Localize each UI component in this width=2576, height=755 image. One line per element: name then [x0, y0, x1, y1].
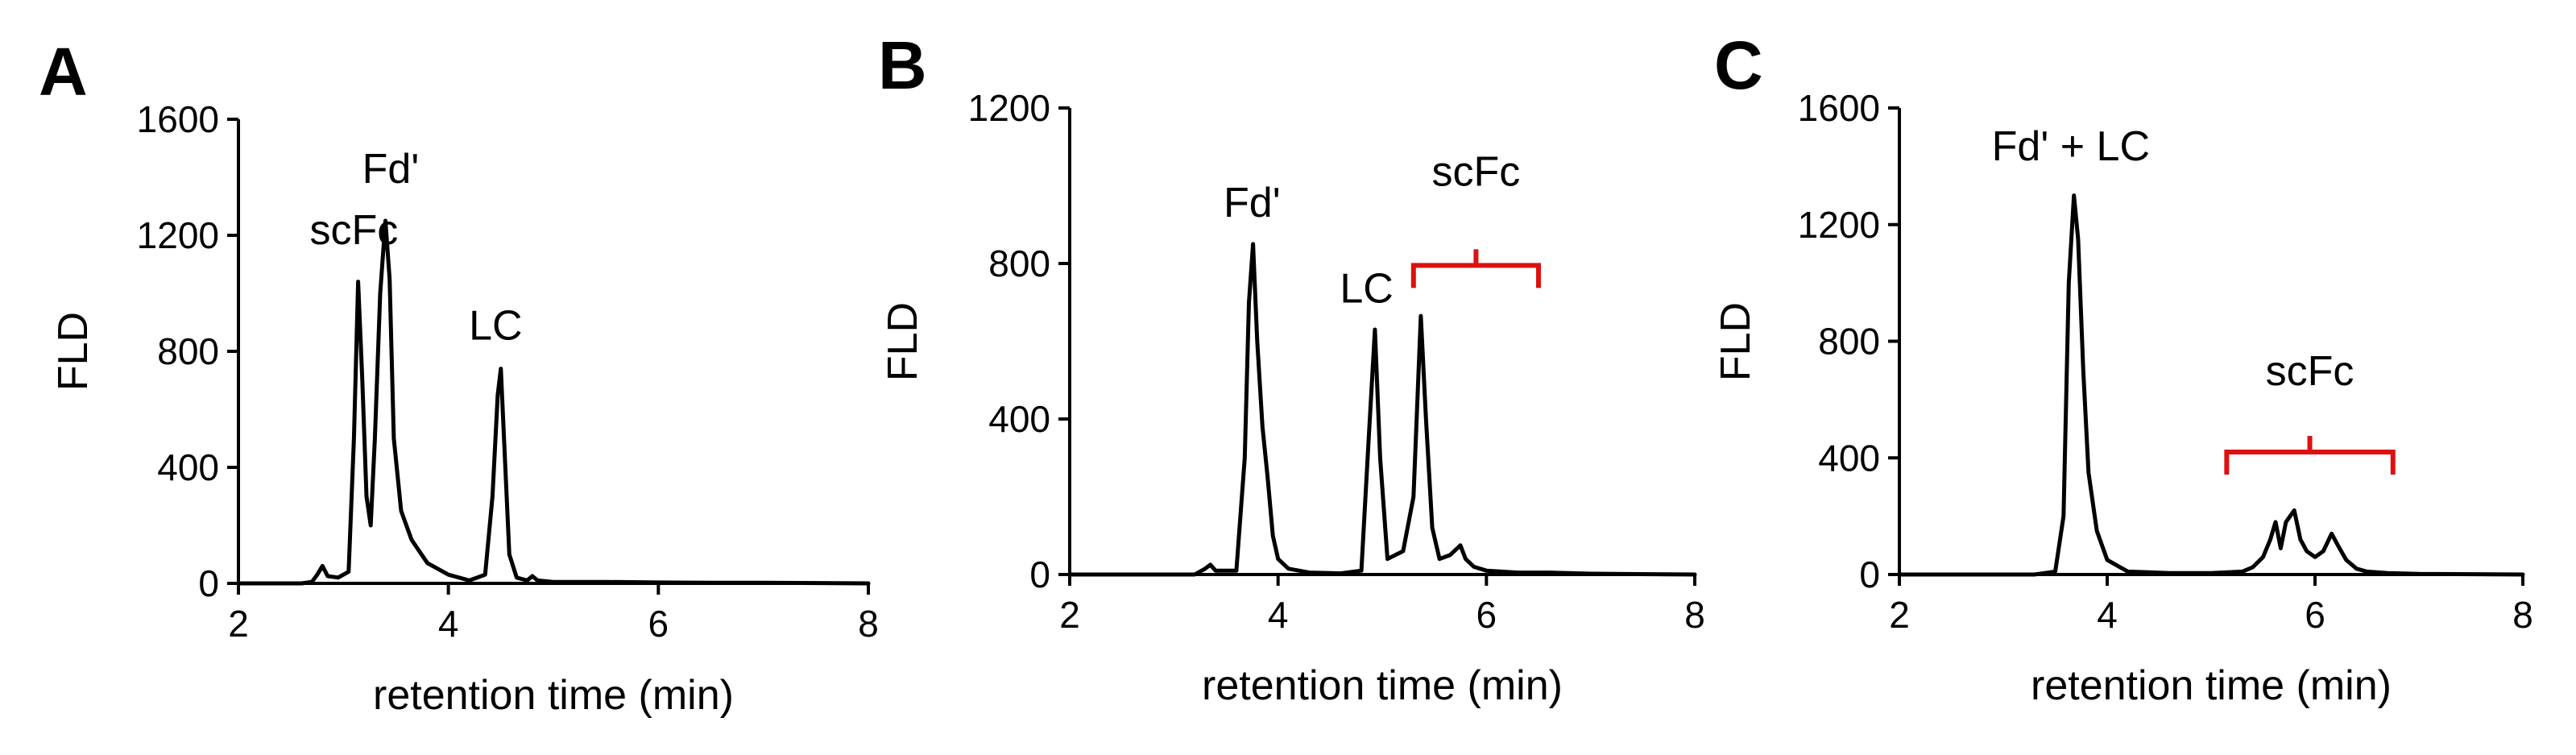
x-tick-label: 8 — [858, 603, 879, 645]
panel-a: A FLD retention time (min) 2 4 6 8 0 400 800 12… — [39, 34, 879, 719]
peak-label: Fd' — [362, 146, 420, 193]
y-tick-label: 0 — [1029, 554, 1050, 595]
peak-label: scFc — [309, 207, 398, 254]
x-tick-label: 2 — [228, 603, 249, 645]
peak-label: Fd' + LC — [1992, 123, 2150, 170]
y-axis-label: FLD — [50, 312, 97, 391]
y-tick-label: 1200 — [1798, 204, 1880, 246]
peak-label: scFc — [1432, 149, 1521, 196]
x-tick-label: 6 — [648, 603, 669, 645]
x-tick-label: 4 — [1268, 594, 1289, 636]
y-tick-label: 400 — [988, 398, 1050, 440]
y-tick-label: 800 — [988, 243, 1050, 284]
x-tick-label: 4 — [438, 603, 459, 645]
y-tick-label: 800 — [1818, 321, 1880, 363]
peak-label: LC — [469, 303, 522, 350]
x-axis-label: retention time (min) — [1202, 662, 1563, 709]
x-axis-label: retention time (min) — [373, 672, 734, 719]
x-tick-label: 8 — [1684, 594, 1705, 636]
panel-c: C FLD retention time (min) 2 4 6 8 0 400 800 12… — [1713, 27, 2533, 709]
y-tick-label: 1600 — [1798, 87, 1880, 129]
chromatogram-trace — [1067, 242, 1697, 577]
x-axis-label: retention time (min) — [2031, 662, 2392, 709]
peak-group-bracket — [1410, 249, 1541, 288]
panel-b: B FLD retention time (min) 2 4 6 8 0 400 800 12… — [878, 27, 1705, 709]
y-tick-label: 800 — [157, 330, 219, 372]
peak-label: LC — [1340, 265, 1393, 312]
y-tick-label: 400 — [157, 446, 219, 488]
panel-letter-a: A — [39, 34, 88, 110]
y-tick-label: 400 — [1818, 437, 1880, 479]
peak-group-bracket — [2224, 436, 2396, 475]
x-tick-label: 4 — [2097, 594, 2118, 636]
y-tick-label: 1600 — [137, 98, 219, 140]
x-tick-label: 8 — [2512, 594, 2533, 636]
y-tick-label: 0 — [198, 562, 219, 604]
y-tick-label: 1200 — [968, 87, 1050, 129]
peak-label: scFc — [2266, 348, 2354, 395]
y-tick-label: 1200 — [137, 214, 219, 256]
y-axis-label: FLD — [880, 302, 926, 381]
x-tick-label: 6 — [2305, 594, 2325, 636]
x-tick-label: 6 — [1476, 594, 1497, 636]
peak-label: Fd' — [1224, 180, 1281, 226]
chromatogram-trace — [236, 218, 871, 586]
x-tick-label: 2 — [1889, 594, 1910, 636]
panel-letter-b: B — [878, 27, 927, 103]
x-tick-label: 2 — [1059, 594, 1080, 636]
y-axis-label: FLD — [1713, 302, 1759, 381]
panel-letter-c: C — [1714, 27, 1763, 103]
y-tick-label: 0 — [1859, 554, 1880, 595]
chromatogram-trace — [1897, 193, 2525, 577]
